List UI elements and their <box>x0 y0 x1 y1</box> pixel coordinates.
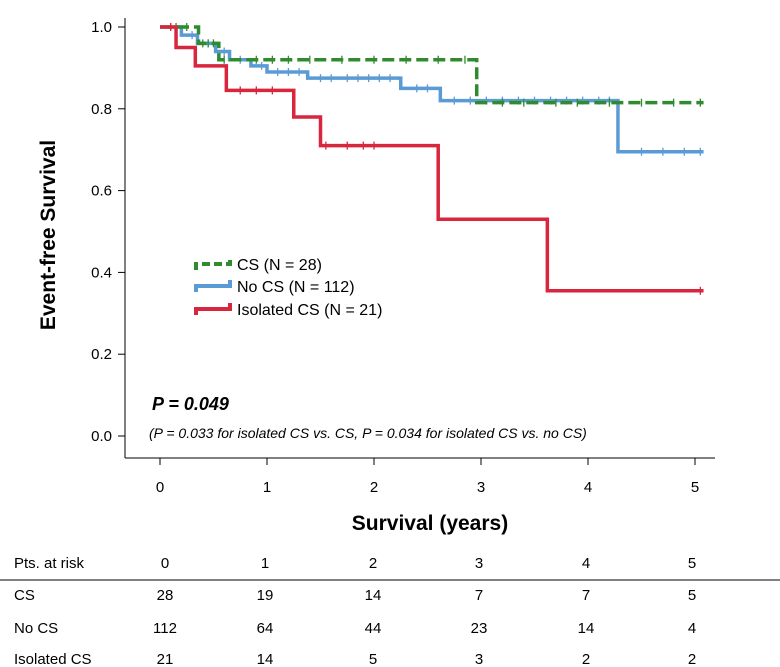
risk-row-label: No CS <box>14 620 58 637</box>
x-ticks: 0 1 2 3 4 5 <box>156 458 699 496</box>
y-tick-label: 0.8 <box>91 101 112 118</box>
risk-timepoint: 4 <box>582 555 590 572</box>
risk-cell: 112 <box>153 620 177 637</box>
risk-cell: 5 <box>369 651 377 667</box>
y-ticks: 0.0 0.2 0.4 0.6 0.8 1.0 <box>91 19 125 445</box>
legend-swatch-1 <box>194 280 232 292</box>
risk-cell: 2 <box>688 651 696 667</box>
legend: CS (N = 28) No CS (N = 112) Isolated CS (N… <box>194 257 382 319</box>
risk-cell: 64 <box>257 620 274 637</box>
risk-cell: 28 <box>157 587 174 604</box>
risk-cell: 23 <box>471 620 488 637</box>
risk-cell: 44 <box>365 620 382 637</box>
risk-table: Pts. at risk 0 1 2 3 4 5CS 28 19 14 7 7 5No CS 112 64 4… <box>0 555 780 667</box>
risk-header-label: Pts. at risk <box>14 555 85 572</box>
risk-row-label: CS <box>14 587 35 604</box>
risk-cell: 21 <box>157 651 174 667</box>
x-tick-label: 0 <box>156 479 164 496</box>
legend-label-0: CS (N = 28) <box>237 257 322 274</box>
legend-label-2: Isolated CS (N = 21) <box>237 302 382 319</box>
risk-cell: 14 <box>365 587 382 604</box>
x-tick-label: 5 <box>691 479 699 496</box>
x-tick-label: 3 <box>477 479 485 496</box>
risk-cell: 7 <box>475 587 483 604</box>
series-line-1 <box>160 25 704 154</box>
y-tick-label: 1.0 <box>91 19 112 36</box>
risk-cell: 2 <box>582 651 590 667</box>
legend-label-1: No CS (N = 112) <box>237 279 355 296</box>
y-tick-label: 0.4 <box>91 264 112 281</box>
risk-cell: 4 <box>688 620 696 637</box>
risk-cell: 14 <box>578 620 595 637</box>
p-value-note: (P = 0.033 for isolated CS vs. CS, P = 0… <box>149 425 587 441</box>
risk-cell: 14 <box>257 651 274 667</box>
risk-timepoint: 3 <box>475 555 483 572</box>
x-tick-label: 2 <box>370 479 378 496</box>
series-line-0 <box>160 25 704 105</box>
risk-timepoint: 2 <box>369 555 377 572</box>
y-tick-label: 0.2 <box>91 346 112 363</box>
survival-curves <box>160 23 704 295</box>
legend-swatch-0 <box>194 258 232 270</box>
risk-timepoint: 5 <box>688 555 696 572</box>
risk-timepoint: 0 <box>161 555 169 572</box>
risk-cell: 7 <box>582 587 590 604</box>
x-tick-label: 1 <box>263 479 271 496</box>
legend-swatch-2 <box>194 303 232 315</box>
risk-cell: 3 <box>475 651 483 667</box>
y-tick-label: 0.0 <box>91 428 112 445</box>
p-value: P = 0.049 <box>152 394 229 414</box>
series-line-2 <box>160 25 704 293</box>
x-tick-label: 4 <box>584 479 592 496</box>
y-axis-title: Event-free Survival <box>37 140 60 330</box>
risk-cell: 19 <box>257 587 274 604</box>
x-axis-title: Survival (years) <box>352 512 508 535</box>
risk-cell: 5 <box>688 587 696 604</box>
risk-row-label: Isolated CS <box>14 651 92 667</box>
y-tick-label: 0.6 <box>91 183 112 200</box>
risk-timepoint: 1 <box>261 555 269 572</box>
